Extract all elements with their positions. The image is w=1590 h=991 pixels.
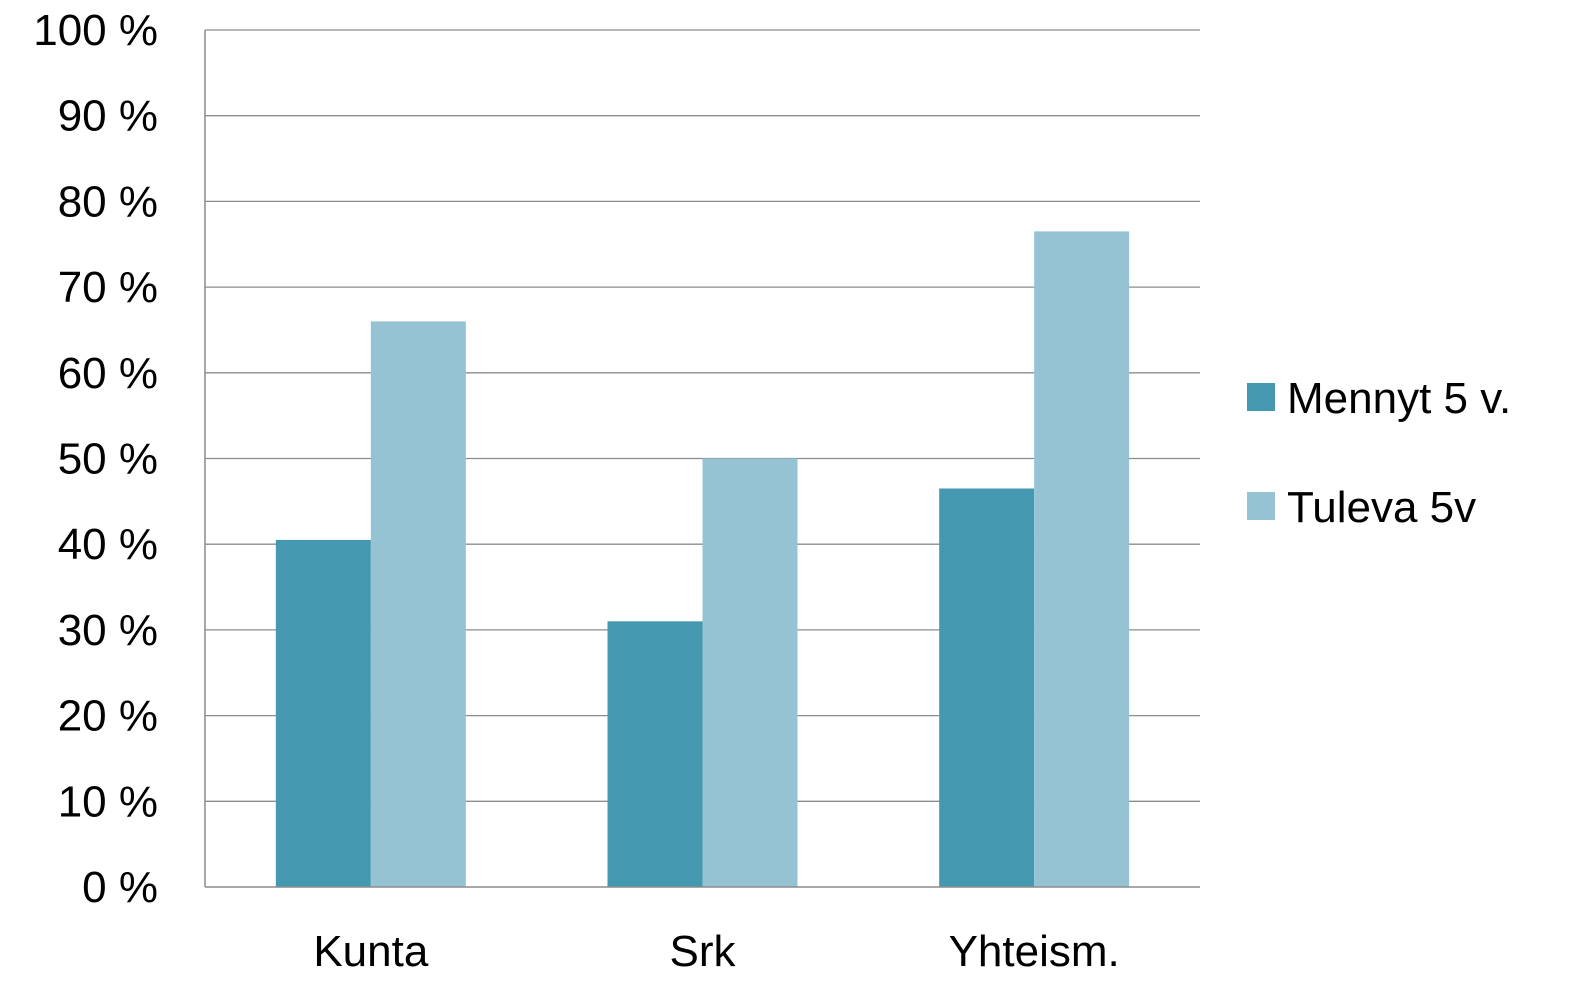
bar-mennyt-1 bbox=[607, 621, 703, 887]
y-tick-label: 0 % bbox=[82, 863, 158, 912]
bar-tuleva-0 bbox=[370, 321, 466, 887]
y-tick-label: 40 % bbox=[58, 520, 158, 569]
y-tick-label: 10 % bbox=[58, 777, 158, 826]
legend-label: Mennyt 5 v. bbox=[1287, 374, 1511, 423]
y-tick-labels: 0 % 10 % 20 % 30 % 40 % 50 % 60 % 70 % 80 % 90 % 1… bbox=[33, 6, 158, 912]
y-tick-label: 70 % bbox=[58, 263, 158, 312]
axes bbox=[204, 30, 1200, 888]
bar-mennyt-2 bbox=[939, 488, 1035, 887]
legend: Mennyt 5 v. Tuleva 5v bbox=[1247, 374, 1511, 532]
y-tick-label: 60 % bbox=[58, 349, 158, 398]
x-tick-label: Srk bbox=[670, 927, 737, 976]
x-tick-label: Kunta bbox=[313, 927, 429, 976]
bar-tuleva-1 bbox=[702, 458, 798, 887]
legend-swatch bbox=[1247, 383, 1275, 411]
y-tick-label: 90 % bbox=[58, 92, 158, 141]
bars bbox=[275, 231, 1130, 887]
x-tick-labels: Kunta Srk Yhteism. bbox=[313, 927, 1119, 976]
y-tick-label: 100 % bbox=[33, 6, 158, 55]
bar-mennyt-0 bbox=[275, 539, 371, 887]
y-tick-label: 20 % bbox=[58, 692, 158, 741]
legend-swatch bbox=[1247, 492, 1275, 520]
y-tick-label: 50 % bbox=[58, 435, 158, 484]
bar-tuleva-2 bbox=[1034, 231, 1130, 887]
y-tick-label: 80 % bbox=[58, 177, 158, 226]
x-tick-label: Yhteism. bbox=[949, 927, 1120, 976]
y-tick-label: 30 % bbox=[58, 606, 158, 655]
legend-label: Tuleva 5v bbox=[1287, 483, 1476, 532]
